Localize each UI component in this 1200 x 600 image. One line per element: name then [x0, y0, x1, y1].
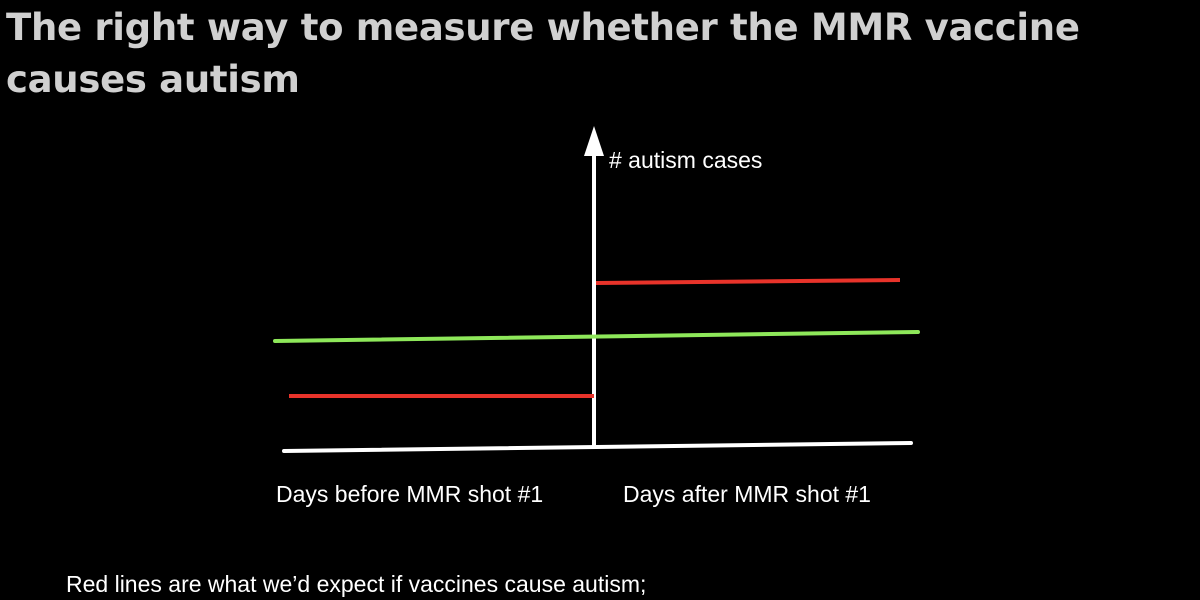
red-line-after [595, 278, 901, 285]
slide-title: The right way to measure whether the MMR… [6, 6, 1080, 101]
green-line [273, 330, 920, 343]
x-label-after: Days after MMR shot #1 [623, 481, 871, 507]
y-axis-label: # autism cases [609, 147, 762, 173]
slide-caption: Red lines are what we’d expect if vaccin… [66, 571, 647, 597]
x-axis [282, 441, 913, 453]
x-label-before: Days before MMR shot #1 [276, 481, 543, 507]
y-axis-arrowhead [584, 126, 604, 156]
